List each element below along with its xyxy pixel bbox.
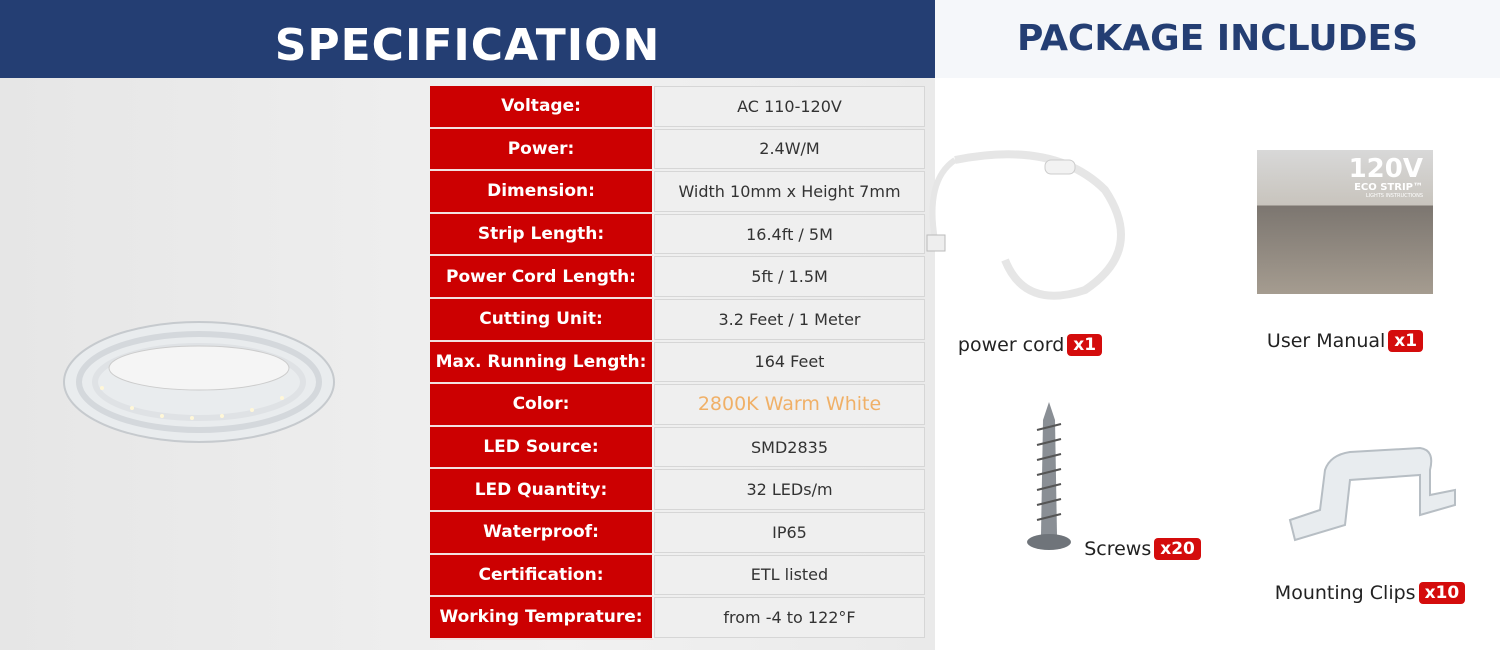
spec-value: AC 110-120V: [654, 86, 925, 127]
spec-label: Cutting Unit:: [430, 298, 654, 342]
spec-label: Power:: [430, 128, 654, 172]
screw-image: [1027, 402, 1072, 550]
package-title: PACKAGE INCLUDES: [935, 0, 1500, 78]
spec-value: 2.4W/M: [654, 128, 925, 170]
spec-value: 164 Feet: [654, 341, 925, 383]
spec-row: Dimension: Width 10mm x Height 7mm: [430, 171, 925, 214]
spec-row: Power Cord Length: 5ft / 1.5M: [430, 256, 925, 299]
spec-value: Width 10mm x Height 7mm: [654, 171, 925, 212]
spec-value: 16.4ft / 5M: [654, 213, 925, 255]
item-name: Mounting Clips: [1274, 582, 1416, 604]
spec-label: Dimension:: [430, 171, 654, 214]
mounting-clip-image: [1288, 446, 1456, 542]
quantity-badge: x10: [1418, 582, 1466, 604]
spec-label: Power Cord Length:: [430, 256, 654, 299]
spec-label: Certification:: [430, 554, 654, 598]
user-manual-image: 120V ECO STRIP™ LIGHTS INSTRUCTIONS: [1257, 150, 1433, 294]
spec-row: Max. Running Length: 164 Feet: [430, 341, 925, 385]
item-name: Screws: [1084, 538, 1152, 560]
power-cord-image: [926, 150, 1125, 300]
manual-cover-subtitle: ECO STRIP™: [1354, 182, 1423, 193]
spec-value: from -4 to 122°F: [654, 597, 925, 638]
package-item-user-manual: 120V ECO STRIP™ LIGHTS INSTRUCTIONS User…: [1215, 150, 1475, 352]
spec-value: 32 LEDs/m: [654, 469, 925, 510]
spec-label: Working Temprature:: [430, 597, 654, 640]
spec-label: Color:: [430, 384, 654, 427]
quantity-badge: x1: [1388, 330, 1424, 352]
spec-row: Working Temprature: from -4 to 122°F: [430, 597, 925, 640]
quantity-badge: x1: [1067, 334, 1103, 356]
spec-label: LED Source:: [430, 426, 654, 470]
spec-row: Power: 2.4W/M: [430, 128, 925, 172]
package-item-mounting-clips: Mounting Clips x10: [1240, 440, 1500, 604]
spec-label: Max. Running Length:: [430, 341, 654, 385]
spec-row: Voltage: AC 110-120V: [430, 86, 925, 129]
spec-row: Cutting Unit: 3.2 Feet / 1 Meter: [430, 298, 925, 342]
specification-panel: SPECIFICATION Voltage: AC 110-120V Power: 2…: [0, 0, 935, 650]
spec-row: LED Source: SMD2835: [430, 426, 925, 470]
specification-title: SPECIFICATION: [0, 0, 935, 78]
specification-table: Voltage: AC 110-120V Power: 2.4W/M Dimension…: [430, 86, 925, 640]
quantity-badge: x20: [1154, 538, 1201, 560]
spec-row: Strip Length: 16.4ft / 5M: [430, 213, 925, 257]
spec-value: ETL listed: [654, 554, 925, 596]
manual-cover-small: LIGHTS INSTRUCTIONS: [1365, 193, 1423, 199]
spec-value: 5ft / 1.5M: [654, 256, 925, 297]
package-item-power-cord: power cord x1: [900, 140, 1160, 356]
item-name: User Manual: [1266, 330, 1386, 352]
package-panel: PACKAGE INCLUDES power cord x1 120V ECO S…: [926, 0, 1500, 650]
spec-label: Waterproof:: [430, 511, 654, 555]
spec-value: IP65: [654, 511, 925, 553]
spec-row: Waterproof: IP65: [430, 511, 925, 555]
spec-row: Color: 2800K Warm White: [430, 384, 925, 427]
spec-row: LED Quantity: 32 LEDs/m: [430, 469, 925, 512]
spec-value: 3.2 Feet / 1 Meter: [654, 298, 925, 340]
item-name: power cord: [957, 334, 1065, 356]
led-strip-reel-image: [63, 321, 335, 443]
manual-cover-title: 120V: [1348, 154, 1423, 184]
spec-value: 2800K Warm White: [654, 384, 925, 425]
spec-row: Certification: ETL listed: [430, 554, 925, 598]
spec-label: Voltage:: [430, 86, 654, 129]
spec-label: LED Quantity:: [430, 469, 654, 512]
spec-label: Strip Length:: [430, 213, 654, 257]
package-item-screws: Screws x20: [980, 400, 1240, 560]
spec-value: SMD2835: [654, 426, 925, 468]
